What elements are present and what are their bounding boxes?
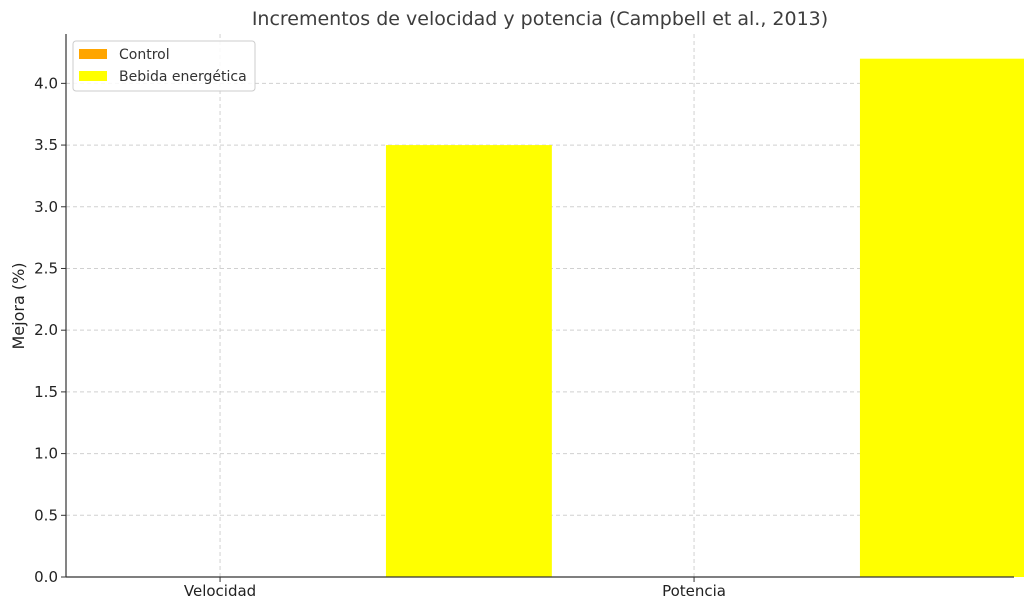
legend-box [72, 40, 256, 92]
bar-bebida-potencia [859, 58, 1024, 577]
y-tick-label: 2.5 [34, 259, 58, 277]
y-tick-label: 4.0 [34, 74, 58, 92]
bars [385, 58, 1024, 577]
y-tick-label: 0.5 [34, 506, 58, 524]
y-axis-label: Mejora (%) [9, 262, 28, 349]
axes [61, 34, 1014, 582]
x-tick-label: Potencia [662, 582, 726, 600]
y-tick-label: 1.0 [34, 445, 58, 463]
legend-swatch [79, 71, 107, 81]
y-tick-label: 3.0 [34, 198, 58, 216]
legend-label: Bebida energética [119, 69, 247, 85]
y-tick-label: 3.5 [34, 136, 58, 154]
legend-swatch [79, 49, 107, 59]
bar-bebida-velocidad [385, 145, 552, 577]
y-tick-label: 0.0 [34, 568, 58, 586]
y-tick-label: 1.5 [34, 383, 58, 401]
y-tick-label: 2.0 [34, 321, 58, 339]
chart-title: Incrementos de velocidad y potencia (Cam… [252, 8, 828, 30]
legend: Control Bebida energética [72, 40, 256, 92]
x-tick-label: Velocidad [184, 582, 256, 600]
tick-labels: 0.0 0.5 1.0 1.5 2.0 2.5 3.0 3.5 4.0 Velocidad Pote… [34, 74, 726, 600]
legend-label: Control [119, 47, 170, 63]
